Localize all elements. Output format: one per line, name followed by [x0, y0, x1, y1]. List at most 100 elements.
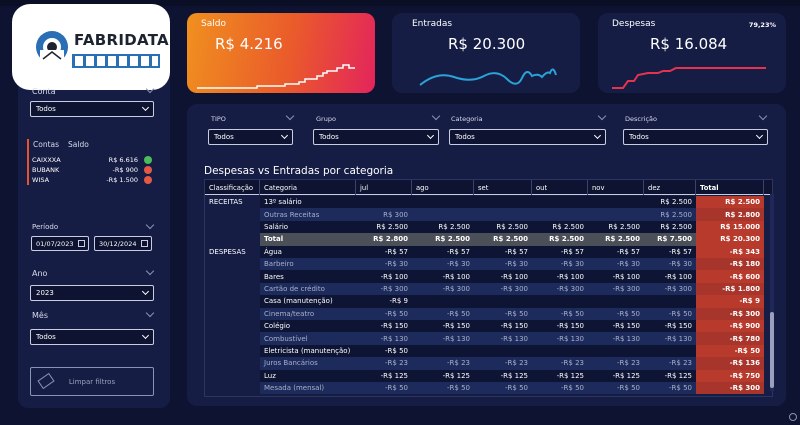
- mes-dropdown[interactable]: Todos: [30, 329, 154, 345]
- header-cell[interactable]: nov: [588, 180, 644, 195]
- value-cell: -R$ 100: [442, 272, 470, 281]
- table-row[interactable]: Cinema/teatro -R$ 50 -R$ 50 -R$ 50 -R$ 50 -R$…: [205, 307, 772, 320]
- value-cell: -R$ 30: [505, 260, 528, 269]
- ano-label: Ano: [32, 269, 48, 278]
- total-cell: -R$ 343: [696, 245, 764, 258]
- value-cell: -R$ 130: [442, 334, 470, 343]
- header-cell[interactable]: Total: [696, 180, 764, 195]
- value-cell: -R$ 23: [447, 359, 470, 368]
- value-cell: [532, 345, 588, 357]
- value-cell: -R$ 50: [669, 384, 692, 393]
- chevron-down-icon: [280, 131, 289, 140]
- value-cell: R$ 2.500: [496, 222, 528, 231]
- table-row[interactable]: Colégio -R$ 150 -R$ 150 -R$ 150 -R$ 150 -R$ 1…: [205, 320, 772, 333]
- row-background: [260, 357, 696, 370]
- table-row[interactable]: Cartão de crédito -R$ 300 -R$ 300 -R$ 300 -R…: [205, 282, 772, 296]
- descricao-dropdown[interactable]: Todos: [623, 129, 768, 145]
- table-row[interactable]: Bares -R$ 100 -R$ 100 -R$ 100 -R$ 100 -R$ 100…: [205, 270, 772, 283]
- table-row[interactable]: Mesada (mensal) -R$ 50 -R$ 50 -R$ 50 -R$ 50-…: [205, 382, 772, 395]
- chevron-down-icon[interactable]: [285, 111, 295, 121]
- total-cell: -R$ 780: [696, 332, 764, 345]
- table-row[interactable]: Eletricista (manutenção) -R$ 50 -R$ 50: [205, 344, 772, 358]
- chevron-down-icon[interactable]: [758, 111, 768, 121]
- account-row[interactable]: WISA -R$ 1.500: [32, 176, 152, 184]
- categoria-dropdown[interactable]: Todos: [449, 129, 606, 145]
- grupo-label: Grupo: [316, 115, 336, 123]
- table-row[interactable]: RECEITAS 13º salário R$ 2.500 R$ 2.500: [205, 196, 772, 209]
- value-cell: -R$ 150: [612, 322, 640, 331]
- value-cell: -R$ 57: [385, 247, 408, 256]
- value-cell: [474, 196, 532, 208]
- despesas-value: R$ 16.084: [650, 35, 728, 53]
- scrollbar-thumb[interactable]: [770, 312, 774, 388]
- total-cell: -R$ 180: [696, 258, 764, 271]
- header-cell[interactable]: Classificação: [205, 180, 260, 195]
- calendar-icon[interactable]: [141, 240, 148, 247]
- header-cell[interactable]: dez: [644, 180, 696, 195]
- grupo-dropdown[interactable]: Todos: [313, 129, 439, 145]
- despesas-card: Despesas 79,23% R$ 16.084: [598, 13, 786, 93]
- chevron-down-icon[interactable]: [431, 111, 441, 121]
- row-background: [260, 233, 696, 246]
- value-cell: -R$ 150: [664, 322, 692, 331]
- table-row[interactable]: DESPESAS Água -R$ 57 -R$ 57 -R$ 57 -R$ 57 -R$ …: [205, 245, 772, 258]
- total-cell: R$ 20.300: [696, 233, 764, 246]
- account-name: WISA: [32, 176, 50, 184]
- value-cell: -R$ 30: [561, 260, 584, 269]
- conta-label: Conta: [32, 87, 56, 96]
- table-row[interactable]: Total R$ 2.800 R$ 2.500 R$ 2.500 R$ 2.500 R$ …: [205, 233, 772, 246]
- value-cell: -R$ 50: [561, 384, 584, 393]
- conta-dropdown[interactable]: Todos: [30, 101, 154, 117]
- value-cell: -R$ 300: [380, 284, 408, 293]
- clear-filters-button[interactable]: Limpar filtros: [30, 367, 154, 396]
- table-row[interactable]: Casa (manutenção) -R$ 9 -R$ 9: [205, 295, 772, 308]
- table-row[interactable]: Outras Receitas R$ 300 R$ 2.500 R$ 2.800: [205, 208, 772, 221]
- classification-cell: [209, 270, 259, 282]
- category-cell: Casa (manutenção): [264, 297, 333, 306]
- header-cell[interactable]: Categoria: [260, 180, 356, 195]
- header-cell[interactable]: ago: [412, 180, 474, 195]
- table-row[interactable]: Barbeiro -R$ 30 -R$ 30 -R$ 30 -R$ 30 -R$ 30 -R…: [205, 258, 772, 271]
- chevron-down-icon: [426, 131, 435, 140]
- category-cell: 13º salário: [264, 198, 302, 207]
- value-cell: -R$ 130: [664, 334, 692, 343]
- table-row[interactable]: Juros Bancários -R$ 23 -R$ 23 -R$ 23 -R$ 23-…: [205, 357, 772, 370]
- settings-icon[interactable]: [789, 413, 797, 421]
- account-row[interactable]: CAIXXXA R$ 6.616: [32, 156, 152, 164]
- tipo-dropdown[interactable]: Todos: [208, 129, 293, 145]
- header-cell[interactable]: jul: [356, 180, 412, 195]
- end-date-value: 30/12/2024: [99, 239, 137, 248]
- value-cell: -R$ 150: [556, 322, 584, 331]
- end-date-input[interactable]: 30/12/2024: [94, 236, 152, 251]
- table-row[interactable]: Salário R$ 2.500 R$ 2.500 R$ 2.500 R$ 2.500 R…: [205, 220, 772, 234]
- conta-value: Todos: [36, 105, 56, 113]
- value-cell: R$ 7.500: [657, 235, 692, 244]
- header-cell[interactable]: out: [532, 180, 588, 195]
- value-cell: -R$ 30: [669, 260, 692, 269]
- total-cell: -R$ 600: [696, 270, 764, 283]
- despesas-percent: 79,23%: [748, 21, 776, 29]
- calendar-icon[interactable]: [78, 240, 85, 247]
- table-row[interactable]: Luz -R$ 125 -R$ 125 -R$ 125 -R$ 125 -R$ 125 -R…: [205, 369, 772, 382]
- value-cell: [412, 208, 474, 220]
- value-cell: [532, 208, 588, 220]
- saldo-sparkline: [197, 64, 355, 89]
- table-row[interactable]: Combustível -R$ 130 -R$ 130 -R$ 130 -R$ 130-…: [205, 332, 772, 345]
- value-cell: R$ 2.500: [660, 198, 692, 207]
- value-cell: -R$ 100: [500, 272, 528, 281]
- despesas-title: Despesas: [612, 19, 656, 29]
- header-cell[interactable]: set: [474, 180, 532, 195]
- value-cell: R$ 300: [383, 210, 408, 219]
- category-cell: Cartão de crédito: [264, 284, 325, 293]
- value-cell: -R$ 50: [385, 309, 408, 318]
- saldo-value: R$ 4.216: [215, 35, 283, 53]
- saldo-card: Saldo R$ 4.216: [187, 13, 375, 93]
- start-date-input[interactable]: 01/07/2023: [31, 236, 89, 251]
- table-scrollbar[interactable]: [770, 194, 774, 391]
- value-cell: R$ 2.500: [605, 235, 640, 244]
- value-cell: R$ 2.500: [435, 235, 470, 244]
- ano-dropdown[interactable]: 2023: [30, 285, 154, 301]
- row-background: [260, 220, 696, 234]
- chevron-down-icon[interactable]: [597, 111, 607, 121]
- account-row[interactable]: BUBANK -R$ 900: [32, 166, 152, 174]
